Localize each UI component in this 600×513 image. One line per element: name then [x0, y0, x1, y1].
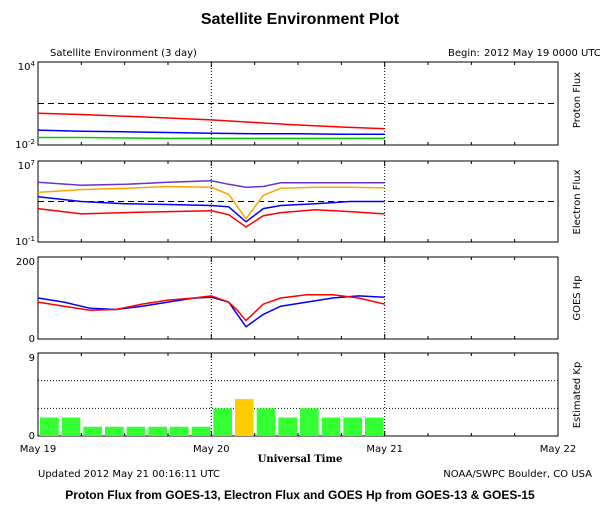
begin-value: 2012 May 19 0000 UTC — [484, 48, 600, 59]
kp-bar — [83, 426, 102, 436]
x-tick-label: May 21 — [366, 444, 403, 455]
kp-bar — [235, 399, 254, 436]
x-tick-label: May 20 — [193, 444, 230, 455]
panel-frame — [37, 352, 559, 437]
series-line-red — [37, 112, 385, 130]
x-tick-label: May 19 — [20, 444, 57, 455]
kp-bar — [343, 417, 362, 436]
y-tick-label-top: 107 — [18, 159, 35, 172]
x-axis-label: Universal Time — [258, 454, 343, 465]
series-line-purple — [37, 180, 385, 189]
kp-bar — [40, 417, 59, 436]
begin-label: Begin: — [448, 48, 480, 59]
kp-bar — [300, 408, 319, 436]
kp-bar — [170, 426, 189, 436]
y-tick-label-bottom: 0 — [29, 334, 35, 345]
kp-bar — [278, 417, 297, 436]
series-line-red — [37, 293, 385, 322]
kp-bar — [105, 426, 124, 436]
updated-timestamp: Updated 2012 May 21 00:16:11 UTC — [38, 469, 220, 480]
y-axis-label: Estimated Kp — [572, 362, 583, 429]
y-tick-label-top: 9 — [29, 353, 35, 364]
y-tick-label-top: 200 — [16, 257, 35, 268]
kp-bar — [126, 426, 146, 436]
y-tick-label-top: 104 — [18, 60, 36, 73]
y-tick-label-bottom: 0 — [29, 431, 35, 442]
series-line-blue — [37, 195, 385, 223]
panel-frame — [37, 256, 559, 340]
panels: 104 10-2 Proton Flux 107 10-1 Electron Flux 20… — [15, 60, 583, 455]
y-axis-label: Electron Flux — [572, 169, 583, 234]
series-line-blue — [37, 129, 385, 135]
footer-caption: Proton Flux from GOES-13, Electron Flux … — [65, 488, 535, 502]
kp-bar — [321, 417, 341, 436]
chart-subtitle: Satellite Environment (3 day) — [50, 48, 197, 59]
kp-bar — [148, 426, 167, 436]
y-tick-label-bottom: 10-1 — [15, 235, 35, 248]
kp-bar — [256, 408, 276, 436]
series-line-red — [37, 207, 385, 228]
y-axis-label: GOES Hp — [572, 275, 583, 320]
chart-title: Satellite Environment Plot — [201, 11, 400, 28]
series-line-green — [38, 136, 385, 140]
series-line-orange — [37, 185, 385, 220]
kp-bar — [191, 426, 211, 436]
kp-bar — [61, 417, 81, 436]
credit-text: NOAA/SWPC Boulder, CO USA — [443, 469, 592, 480]
y-tick-label-bottom: 10-2 — [15, 138, 35, 151]
y-axis-label: Proton Flux — [572, 72, 583, 128]
kp-bar — [365, 417, 384, 436]
kp-bar — [213, 408, 232, 436]
x-tick-label: May 22 — [540, 444, 577, 455]
